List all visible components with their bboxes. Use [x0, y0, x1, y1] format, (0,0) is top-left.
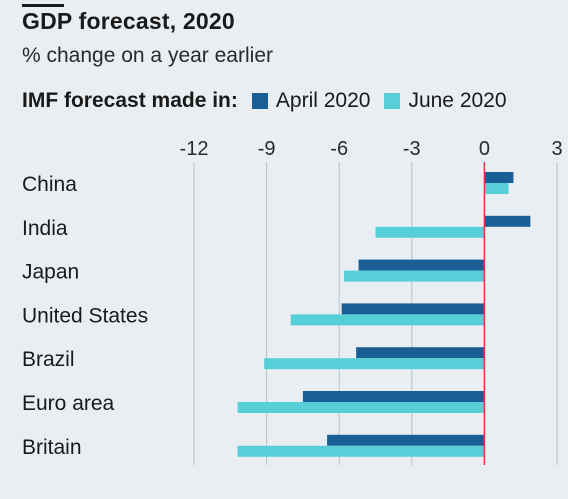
category-label: India — [22, 217, 68, 240]
bar — [344, 270, 485, 282]
bar — [484, 172, 514, 183]
legend-swatch-april — [251, 93, 268, 109]
bar — [237, 402, 485, 413]
bar — [484, 183, 509, 194]
category-label: Brazil — [22, 348, 75, 371]
bar — [358, 259, 485, 271]
chart-title: GDP forecast, 2020 — [22, 8, 235, 34]
bar — [302, 391, 485, 402]
bar — [341, 303, 485, 315]
category-label: Britain — [22, 436, 82, 459]
title-rule — [22, 4, 64, 7]
bar — [264, 358, 485, 370]
bar — [290, 314, 485, 326]
legend-label-april: April 2020 — [275, 89, 371, 112]
category-label: United States — [22, 304, 148, 327]
x-tick-label: 3 — [551, 138, 562, 160]
legend-title: IMF forecast made in: — [22, 89, 238, 112]
legend-item-june: June 2020 — [384, 89, 507, 113]
bar — [327, 434, 485, 446]
bar — [356, 347, 485, 359]
legend-item-april: April 2020 — [251, 89, 371, 113]
bar — [375, 226, 485, 238]
category-label: China — [22, 173, 77, 196]
x-tick-label: -6 — [330, 138, 348, 160]
bar — [237, 445, 485, 457]
x-tick-label: -9 — [258, 138, 276, 160]
legend: IMF forecast made in: April 2020 June 20… — [22, 87, 521, 115]
category-label: Japan — [22, 261, 79, 284]
legend-label-june: June 2020 — [408, 89, 507, 112]
x-tick-label: 0 — [479, 138, 490, 160]
legend-swatch-june — [384, 93, 401, 109]
x-tick-label: -3 — [403, 138, 421, 160]
category-label: Euro area — [22, 392, 115, 415]
bar — [484, 215, 531, 227]
x-tick-label: -12 — [180, 138, 209, 160]
chart-subtitle: % change on a year earlier — [22, 44, 273, 67]
